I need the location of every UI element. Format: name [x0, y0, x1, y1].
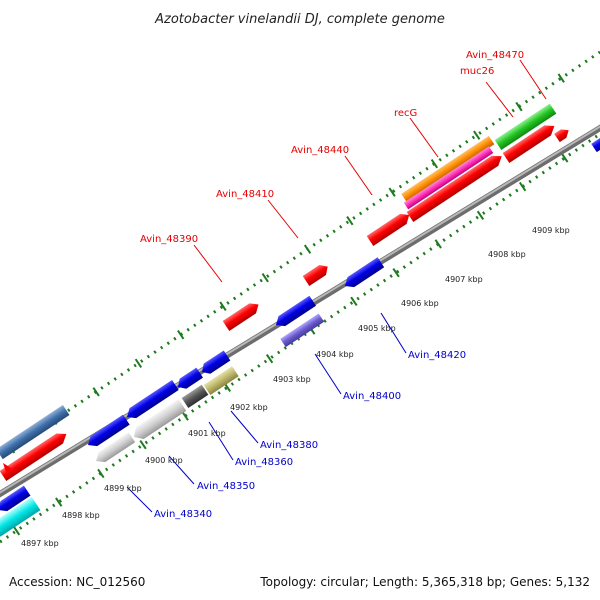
tRNA-feature[interactable]	[203, 366, 239, 396]
gene-label[interactable]: Avin_48400	[343, 391, 401, 402]
kbp-label: 4904 kbp	[316, 350, 354, 359]
major-tick	[134, 358, 143, 368]
kbp-label: 4898 kbp	[62, 511, 100, 520]
misc-feature-grey[interactable]	[130, 399, 187, 443]
major-tick	[261, 273, 269, 283]
forward-gene[interactable]	[366, 210, 413, 247]
major-tick	[392, 267, 400, 278]
reverse-gene[interactable]	[199, 350, 231, 377]
gene-feature[interactable]	[494, 103, 557, 151]
major-tick	[476, 210, 485, 220]
forward-gene[interactable]	[406, 151, 505, 223]
kbp-label: 4905 kbp	[358, 324, 396, 333]
reverse-gene[interactable]	[342, 257, 385, 291]
gene-label[interactable]: Avin_48440	[291, 145, 349, 156]
major-tick	[177, 330, 185, 340]
kbp-label: 4902 kbp	[230, 403, 268, 412]
label-leader-lines	[126, 59, 547, 513]
major-tick	[219, 301, 227, 311]
reverse-gene[interactable]	[85, 414, 130, 450]
kbp-label: 4900 kbp	[145, 456, 183, 465]
kbp-label: 4903 kbp	[273, 375, 311, 384]
gene-label[interactable]: Avin_48350	[197, 481, 255, 492]
misc-feature[interactable]	[181, 384, 209, 409]
major-tick	[55, 497, 63, 507]
forward-gene[interactable]	[302, 262, 331, 287]
major-tick	[557, 73, 565, 83]
kbp-label: 4906 kbp	[401, 299, 439, 308]
inner-tick-track	[0, 132, 600, 544]
reverse-gene[interactable]	[0, 485, 31, 515]
major-tick	[518, 181, 527, 192]
kbp-label: 4901 kbp	[188, 429, 226, 438]
major-tick	[12, 526, 21, 536]
reverse-gene[interactable]	[175, 367, 203, 392]
kbp-labels: 4897 kbp 4898 kbp 4899 kbp 4900 kbp 4901…	[21, 226, 570, 548]
kbp-label: 4909 kbp	[532, 226, 570, 235]
gene-label[interactable]: Avin_48390	[140, 234, 198, 245]
forward-gene[interactable]	[554, 126, 571, 143]
map-title: Azotobacter vinelandii DJ, complete geno…	[154, 12, 445, 27]
reverse-genes	[0, 257, 385, 537]
major-tick	[350, 296, 358, 307]
gene-label[interactable]: Avin_48420	[408, 350, 466, 361]
major-tick	[139, 440, 147, 450]
reverse-gene[interactable]	[591, 136, 600, 153]
repeat-feature[interactable]	[0, 496, 41, 537]
kbp-label: 4908 kbp	[488, 250, 526, 259]
forward-gene-labels: Avin_48390 Avin_48410 Avin_48440 recG mu…	[140, 50, 524, 245]
topology-text: Topology: circular; Length: 5,365,318 bp…	[260, 575, 590, 589]
gene-label[interactable]: Avin_48340	[154, 509, 212, 520]
major-tick	[346, 215, 354, 226]
gene-label[interactable]: Avin_48380	[260, 440, 318, 451]
forward-genes	[0, 103, 600, 482]
major-tick	[515, 101, 523, 112]
major-tick	[430, 158, 439, 169]
major-tick	[97, 468, 105, 479]
gene-label[interactable]: Avin_48410	[216, 189, 274, 200]
accession-text: Accession: NC_012560	[9, 575, 146, 589]
forward-gene[interactable]	[3, 463, 11, 475]
gene-label[interactable]: recG	[394, 108, 417, 119]
rna-feature[interactable]	[403, 146, 494, 210]
forward-gene[interactable]	[502, 121, 558, 164]
misc-feature-grey[interactable]	[93, 432, 136, 466]
reverse-gene[interactable]	[124, 379, 179, 422]
major-tick	[303, 244, 312, 254]
forward-gene[interactable]	[0, 429, 70, 482]
kbp-label: 4897 kbp	[21, 539, 59, 548]
major-tick	[181, 411, 189, 421]
forward-gene[interactable]	[222, 299, 262, 332]
reverse-gene-labels: Avin_48340 Avin_48350 Avin_48360 Avin_48…	[154, 350, 466, 520]
reverse-gene[interactable]	[273, 295, 317, 330]
major-tick	[92, 387, 100, 397]
major-tick	[265, 353, 274, 364]
gene-label[interactable]: muc26	[460, 66, 494, 77]
major-tick	[473, 130, 481, 140]
major-tick	[561, 153, 569, 163]
kbp-label: 4899 kbp	[104, 484, 142, 493]
cds-feature[interactable]	[401, 135, 495, 203]
major-tick	[388, 187, 396, 197]
major-tick	[434, 239, 442, 249]
gene-feature[interactable]	[0, 405, 70, 460]
gene-label[interactable]: Avin_48360	[235, 457, 293, 468]
kbp-label: 4907 kbp	[445, 275, 483, 284]
gene-label[interactable]: Avin_48470	[466, 50, 524, 61]
misc-feature[interactable]	[280, 313, 325, 348]
